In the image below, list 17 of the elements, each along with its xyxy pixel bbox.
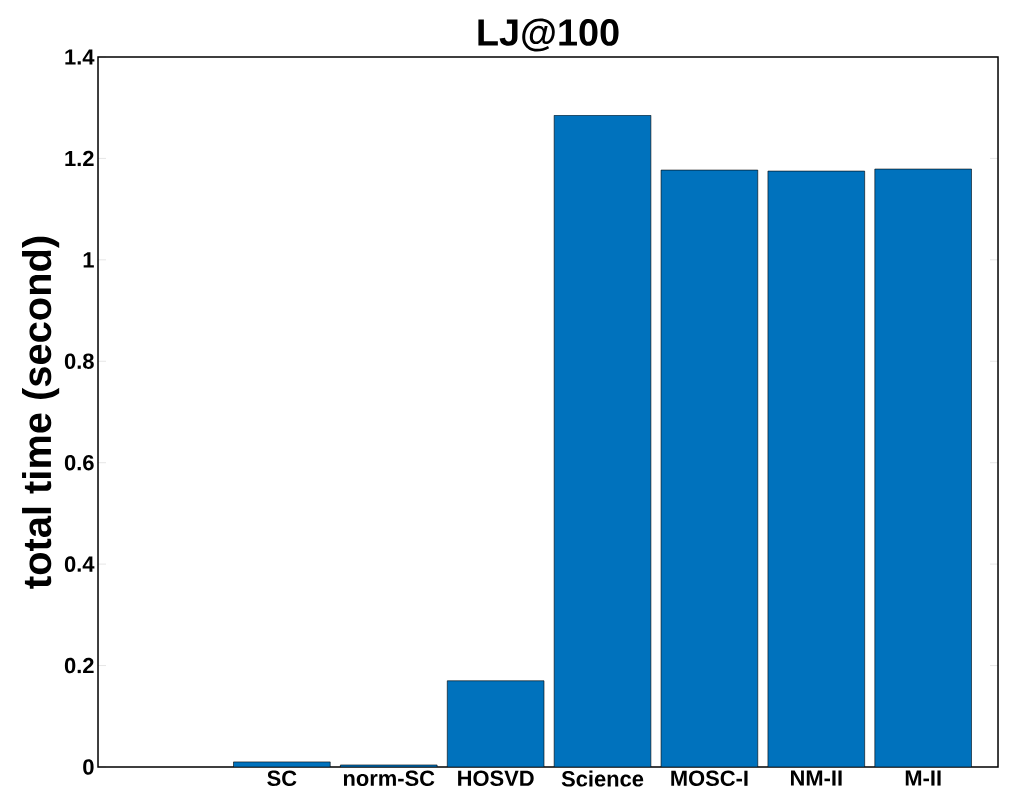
x-tick-label: SC <box>267 770 297 787</box>
y-tick-label: 0.8 <box>64 353 94 370</box>
y-tick-label: 0.4 <box>64 556 95 572</box>
y-tick-label: 1.2 <box>65 150 94 167</box>
y-tick-label: 0.2 <box>64 657 94 674</box>
x-tick-label: HOSVD <box>458 770 534 787</box>
y-tick-label: 0.6 <box>64 454 94 471</box>
y-axis-title: total time (second) <box>22 236 60 589</box>
x-tick-label: MOSC-I <box>671 770 748 787</box>
x-tick-label: Science <box>561 770 644 787</box>
y-tick-label: 1.4 <box>65 49 95 65</box>
chart-title: LJ@100 <box>478 18 619 52</box>
y-tick-label: 1 <box>83 252 94 268</box>
y-tick-label: 0 <box>83 759 94 775</box>
x-tick-label: M-II <box>905 770 941 786</box>
x-tick-label: norm-SC <box>343 770 435 787</box>
x-tick-label: NM-II <box>790 770 842 786</box>
